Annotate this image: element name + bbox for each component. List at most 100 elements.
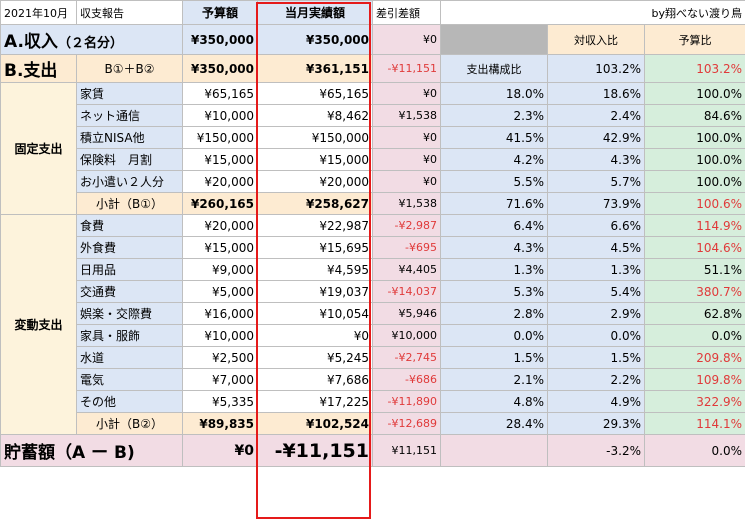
savings-budget[interactable]: ¥0 [182,434,258,467]
item-actual[interactable]: ¥22,987 [257,214,373,237]
item-ratio-budget[interactable]: 100.0% [644,126,745,149]
item-name[interactable]: 水道 [76,346,183,369]
item-ratio-budget[interactable]: 114.9% [644,214,745,237]
item-budget[interactable]: ¥15,000 [182,148,258,171]
item-composition[interactable]: 2.3% [440,104,548,127]
item-name[interactable]: 交通費 [76,280,183,303]
item-name[interactable]: 外食費 [76,236,183,259]
item-ratio-income[interactable]: 18.6% [547,82,645,105]
item-composition[interactable]: 4.2% [440,148,548,171]
item-actual[interactable]: ¥5,245 [257,346,373,369]
item-name[interactable]: 娯楽・交際費 [76,302,183,325]
item-ratio-income[interactable]: 2.2% [547,368,645,391]
item-actual[interactable]: ¥17,225 [257,390,373,413]
item-name[interactable]: お小遣い２人分 [76,170,183,193]
item-name[interactable]: 電気 [76,368,183,391]
item-ratio-income[interactable]: 2.9% [547,302,645,325]
item-composition[interactable]: 0.0% [440,324,548,347]
item-actual[interactable]: ¥10,054 [257,302,373,325]
item-name[interactable]: 食費 [76,214,183,237]
item-ratio-budget[interactable]: 0.0% [644,324,745,347]
item-actual[interactable]: ¥150,000 [257,126,373,149]
savings-comp-blank[interactable] [440,434,548,467]
item-name[interactable]: 保険料 月割 [76,148,183,171]
diff-header[interactable]: 差引差額 [372,0,441,25]
savings-ratio-budget[interactable]: 0.0% [644,434,745,467]
item-diff[interactable]: -¥2,987 [372,214,441,237]
item-diff[interactable]: ¥1,538 [372,104,441,127]
expense-ratio-income[interactable]: 103.2% [547,54,645,83]
item-ratio-budget[interactable]: 100.0% [644,170,745,193]
item-ratio-income[interactable]: 4.3% [547,148,645,171]
expense-actual[interactable]: ¥361,151 [257,54,373,83]
expense-diff[interactable]: -¥11,151 [372,54,441,83]
item-ratio-budget[interactable]: 209.8% [644,346,745,369]
item-ratio-budget[interactable]: 51.1% [644,258,745,281]
item-composition[interactable]: 2.1% [440,368,548,391]
composition-header[interactable]: 支出構成比 [440,54,548,83]
item-ratio-budget[interactable]: 104.6% [644,236,745,259]
item-name[interactable]: 家賃 [76,82,183,105]
item-budget[interactable]: ¥2,500 [182,346,258,369]
item-diff[interactable]: ¥0 [372,170,441,193]
ratio-income-header[interactable]: 対収入比 [547,24,645,55]
item-budget[interactable]: ¥5,000 [182,280,258,303]
item-diff[interactable]: ¥4,405 [372,258,441,281]
subtotal-diff[interactable]: ¥1,538 [372,192,441,215]
item-ratio-income[interactable]: 2.4% [547,104,645,127]
subtotal-budget[interactable]: ¥260,165 [182,192,258,215]
subtotal-ratio-income[interactable]: 29.3% [547,412,645,435]
item-budget[interactable]: ¥150,000 [182,126,258,149]
item-diff[interactable]: ¥5,946 [372,302,441,325]
item-ratio-budget[interactable]: 84.6% [644,104,745,127]
item-ratio-budget[interactable]: 380.7% [644,280,745,303]
item-composition[interactable]: 18.0% [440,82,548,105]
author-credit[interactable]: by翔べない渡り鳥 [440,0,745,25]
item-actual[interactable]: ¥4,595 [257,258,373,281]
item-ratio-income[interactable]: 1.5% [547,346,645,369]
subtotal-ratio-income[interactable]: 73.9% [547,192,645,215]
item-ratio-income[interactable]: 5.7% [547,170,645,193]
item-budget[interactable]: ¥16,000 [182,302,258,325]
subtotal-actual[interactable]: ¥258,627 [257,192,373,215]
item-name[interactable]: 日用品 [76,258,183,281]
item-budget[interactable]: ¥10,000 [182,104,258,127]
subtotal-diff[interactable]: -¥12,689 [372,412,441,435]
item-ratio-budget[interactable]: 109.8% [644,368,745,391]
subtotal-composition[interactable]: 28.4% [440,412,548,435]
ratio-budget-header[interactable]: 予算比 [644,24,745,55]
item-name[interactable]: 家具・服飾 [76,324,183,347]
subtotal-budget[interactable]: ¥89,835 [182,412,258,435]
item-diff[interactable]: -¥14,037 [372,280,441,303]
item-ratio-budget[interactable]: 100.0% [644,148,745,171]
item-budget[interactable]: ¥10,000 [182,324,258,347]
item-name[interactable]: 積立NISA他 [76,126,183,149]
variable-group-label[interactable]: 変動支出 [0,214,77,435]
item-diff[interactable]: ¥10,000 [372,324,441,347]
item-actual[interactable]: ¥7,686 [257,368,373,391]
item-budget[interactable]: ¥20,000 [182,214,258,237]
item-actual[interactable]: ¥20,000 [257,170,373,193]
item-actual[interactable]: ¥65,165 [257,82,373,105]
income-row-label[interactable]: A.収入（２名分） [0,24,183,55]
item-actual[interactable]: ¥0 [257,324,373,347]
report-title[interactable]: 収支報告 [76,0,183,25]
income-actual[interactable]: ¥350,000 [257,24,373,55]
item-ratio-income[interactable]: 42.9% [547,126,645,149]
item-ratio-budget[interactable]: 322.9% [644,390,745,413]
item-diff[interactable]: -¥11,890 [372,390,441,413]
item-budget[interactable]: ¥9,000 [182,258,258,281]
expense-sub[interactable]: B①＋B② [76,54,183,83]
item-composition[interactable]: 5.5% [440,170,548,193]
item-ratio-income[interactable]: 1.3% [547,258,645,281]
item-ratio-income[interactable]: 6.6% [547,214,645,237]
income-budget[interactable]: ¥350,000 [182,24,258,55]
savings-ratio-income[interactable]: -3.2% [547,434,645,467]
subtotal-ratio-budget[interactable]: 114.1% [644,412,745,435]
item-ratio-income[interactable]: 0.0% [547,324,645,347]
item-diff[interactable]: -¥695 [372,236,441,259]
item-budget[interactable]: ¥20,000 [182,170,258,193]
item-diff[interactable]: ¥0 [372,126,441,149]
item-budget[interactable]: ¥15,000 [182,236,258,259]
item-composition[interactable]: 1.3% [440,258,548,281]
